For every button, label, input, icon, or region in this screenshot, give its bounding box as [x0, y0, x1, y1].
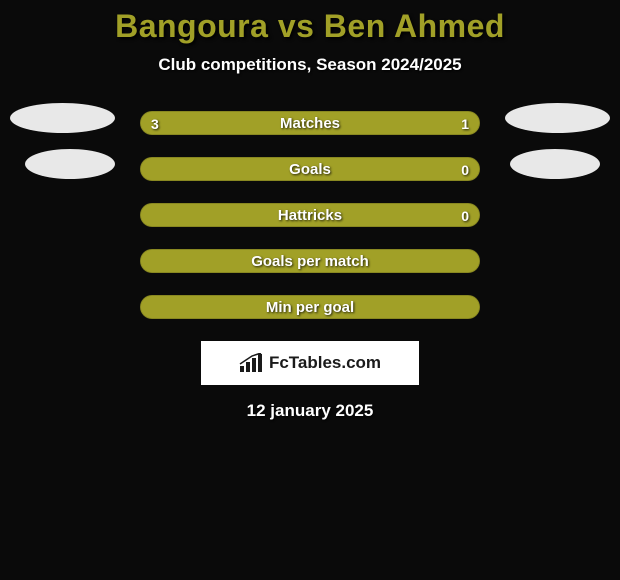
bar-track: Min per goal	[140, 295, 480, 319]
bar-track: Goals 0	[140, 157, 480, 181]
row-min-per-goal: Min per goal	[0, 295, 620, 319]
bar-value-right: 0	[461, 204, 469, 227]
player-avatar-left	[10, 103, 115, 133]
bar-value-left: 3	[151, 112, 159, 135]
bar-track: Hattricks 0	[140, 203, 480, 227]
row-goals: Goals 0	[0, 157, 620, 181]
row-hattricks: Hattricks 0	[0, 203, 620, 227]
player-avatar-right	[510, 149, 600, 179]
attribution-box: FcTables.com	[201, 341, 419, 385]
bar-track: Goals per match	[140, 249, 480, 273]
date-text: 12 january 2025	[0, 401, 620, 421]
row-goals-per-match: Goals per match	[0, 249, 620, 273]
bar-left-fill	[141, 296, 479, 318]
attribution-text: FcTables.com	[269, 353, 381, 373]
subtitle: Club competitions, Season 2024/2025	[0, 55, 620, 75]
bar-left-fill	[141, 158, 479, 180]
player-avatar-right	[505, 103, 610, 133]
page-title: Bangoura vs Ben Ahmed	[0, 8, 620, 45]
comparison-infographic: Bangoura vs Ben Ahmed Club competitions,…	[0, 0, 620, 580]
player-avatar-left	[25, 149, 115, 179]
bar-left-fill	[141, 250, 479, 272]
row-matches: 3 Matches 1	[0, 111, 620, 135]
bar-left-fill	[141, 204, 479, 226]
bar-track: 3 Matches 1	[140, 111, 480, 135]
comparison-rows: 3 Matches 1 Goals 0 Hattricks 0	[0, 111, 620, 319]
bar-value-right: 0	[461, 158, 469, 181]
bar-chart-icon	[239, 353, 263, 373]
bar-value-right: 1	[461, 112, 469, 135]
bar-left-fill	[141, 112, 395, 134]
